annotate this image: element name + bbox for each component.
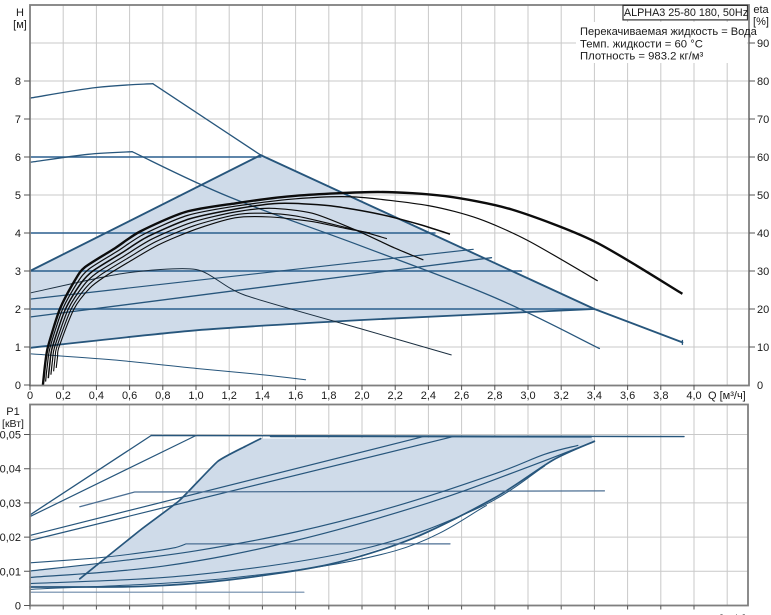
svg-text:3,0: 3,0 <box>520 390 535 402</box>
svg-text:6: 6 <box>15 152 21 164</box>
svg-text:0: 0 <box>15 601 21 613</box>
svg-text:[кВт]: [кВт] <box>2 418 24 430</box>
svg-text:0,2: 0,2 <box>56 390 71 402</box>
svg-text:0: 0 <box>27 390 33 402</box>
svg-text:1,8: 1,8 <box>321 614 336 615</box>
svg-text:3,6: 3,6 <box>620 614 635 615</box>
svg-text:3,2: 3,2 <box>554 390 569 402</box>
svg-text:20: 20 <box>757 304 769 316</box>
svg-text:3,8: 3,8 <box>653 614 668 615</box>
svg-text:P1: P1 <box>6 406 19 418</box>
svg-text:1,8: 1,8 <box>321 390 336 402</box>
svg-text:0,8: 0,8 <box>155 390 170 402</box>
svg-text:3,4: 3,4 <box>587 390 602 402</box>
svg-text:2,0: 2,0 <box>354 614 369 615</box>
svg-text:7: 7 <box>15 114 21 126</box>
svg-text:0,4: 0,4 <box>89 390 104 402</box>
svg-text:40: 40 <box>757 228 769 240</box>
svg-text:70: 70 <box>757 114 769 126</box>
svg-text:Q [м³/ч]: Q [м³/ч] <box>708 614 746 615</box>
svg-text:1: 1 <box>15 342 21 354</box>
svg-text:H: H <box>16 7 24 19</box>
svg-text:3,2: 3,2 <box>554 614 569 615</box>
svg-text:Плотность = 983.2 кг/м³: Плотность = 983.2 кг/м³ <box>580 51 704 63</box>
svg-text:3,6: 3,6 <box>620 390 635 402</box>
svg-text:3,0: 3,0 <box>520 614 535 615</box>
svg-text:2,4: 2,4 <box>421 614 436 615</box>
svg-text:2,2: 2,2 <box>388 390 403 402</box>
svg-text:8: 8 <box>15 76 21 88</box>
svg-text:2,4: 2,4 <box>421 390 436 402</box>
svg-text:0,01: 0,01 <box>0 566 21 578</box>
svg-text:Q [м³/ч]: Q [м³/ч] <box>708 390 746 402</box>
svg-text:2,2: 2,2 <box>388 614 403 615</box>
svg-text:1,4: 1,4 <box>255 614 270 615</box>
svg-text:90: 90 <box>757 38 769 50</box>
svg-text:3,8: 3,8 <box>653 390 668 402</box>
svg-text:0,4: 0,4 <box>89 614 104 615</box>
svg-text:0,2: 0,2 <box>56 614 71 615</box>
svg-text:0,8: 0,8 <box>155 614 170 615</box>
svg-text:10: 10 <box>757 342 769 354</box>
svg-text:2: 2 <box>15 304 21 316</box>
svg-text:0,03: 0,03 <box>0 498 21 510</box>
svg-text:1,2: 1,2 <box>222 390 237 402</box>
svg-text:3: 3 <box>15 266 21 278</box>
svg-text:0,02: 0,02 <box>0 532 21 544</box>
svg-text:Темп. жидкости = 60 °C: Темп. жидкости = 60 °C <box>580 39 703 51</box>
svg-text:0,05: 0,05 <box>0 430 21 442</box>
svg-text:30: 30 <box>757 266 769 278</box>
svg-text:4: 4 <box>15 228 21 240</box>
svg-text:0,6: 0,6 <box>122 390 137 402</box>
svg-text:1,2: 1,2 <box>222 614 237 615</box>
svg-text:1,0: 1,0 <box>188 614 203 615</box>
svg-text:Перекачиваемая жидкость = Вода: Перекачиваемая жидкость = Вода <box>580 26 758 38</box>
svg-text:eta: eta <box>753 4 769 16</box>
svg-text:0: 0 <box>27 614 33 615</box>
svg-text:2,0: 2,0 <box>354 390 369 402</box>
svg-text:60: 60 <box>757 152 769 164</box>
svg-text:1,4: 1,4 <box>255 390 270 402</box>
svg-text:0,04: 0,04 <box>0 464 21 476</box>
svg-text:[%]: [%] <box>753 16 769 28</box>
svg-text:2,6: 2,6 <box>454 614 469 615</box>
svg-text:3,4: 3,4 <box>587 614 602 615</box>
svg-text:1,6: 1,6 <box>288 614 303 615</box>
svg-text:2,6: 2,6 <box>454 390 469 402</box>
svg-text:1,0: 1,0 <box>188 390 203 402</box>
svg-text:5: 5 <box>15 190 21 202</box>
svg-text:0: 0 <box>757 380 763 392</box>
svg-text:ALPHA3 25-80 180, 50Hz: ALPHA3 25-80 180, 50Hz <box>624 7 748 19</box>
svg-text:80: 80 <box>757 76 769 88</box>
svg-text:4,0: 4,0 <box>686 390 701 402</box>
svg-text:2,8: 2,8 <box>487 390 502 402</box>
svg-text:1,6: 1,6 <box>288 390 303 402</box>
svg-text:2,8: 2,8 <box>487 614 502 615</box>
svg-text:0: 0 <box>15 380 21 392</box>
svg-text:50: 50 <box>757 190 769 202</box>
svg-text:0,6: 0,6 <box>122 614 137 615</box>
svg-text:4,0: 4,0 <box>686 614 701 615</box>
svg-text:[м]: [м] <box>13 19 27 31</box>
